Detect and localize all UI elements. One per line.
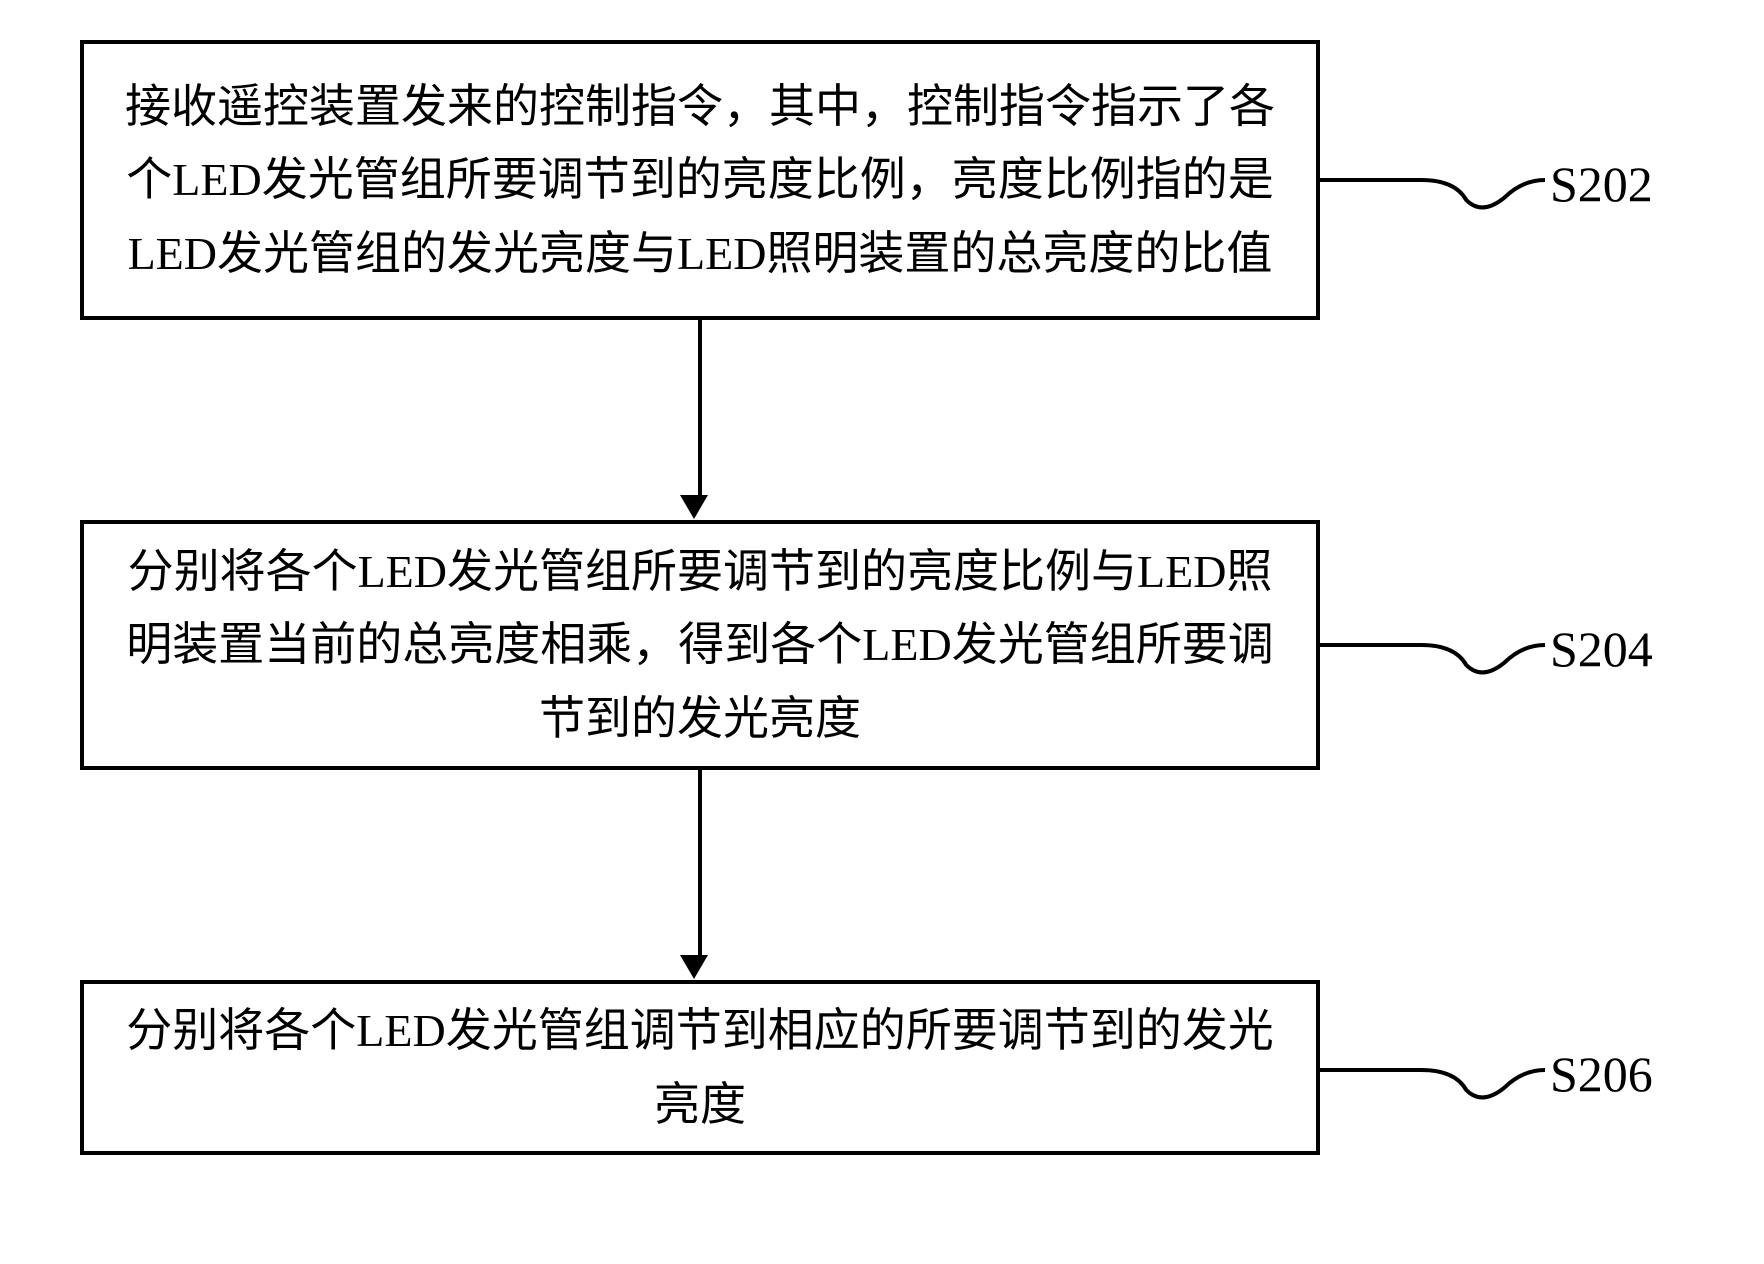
flowchart-container: 接收遥控装置发来的控制指令，其中，控制指令指示了各个LED发光管组所要调节到的亮… [0, 0, 1764, 1264]
connector-3 [1320, 1030, 1545, 1110]
flowchart-box-2: 分别将各个LED发光管组所要调节到的亮度比例与LED照明装置当前的总亮度相乘，得… [80, 520, 1320, 770]
box-1-text: 接收遥控装置发来的控制指令，其中，控制指令指示了各个LED发光管组所要调节到的亮… [124, 70, 1276, 291]
flowchart-box-3: 分别将各个LED发光管组调节到相应的所要调节到的发光亮度 [80, 980, 1320, 1155]
flowchart-box-1: 接收遥控装置发来的控制指令，其中，控制指令指示了各个LED发光管组所要调节到的亮… [80, 40, 1320, 320]
arrow-1 [692, 320, 708, 519]
arrow-1-line [698, 320, 702, 495]
connector-2 [1320, 605, 1545, 685]
arrow-1-head [680, 495, 708, 519]
box-3-text: 分别将各个LED发光管组调节到相应的所要调节到的发光亮度 [124, 994, 1276, 1141]
step-label-1: S202 [1550, 155, 1653, 213]
box-2-text: 分别将各个LED发光管组所要调节到的亮度比例与LED照明装置当前的总亮度相乘，得… [124, 535, 1276, 756]
arrow-2 [692, 770, 708, 979]
arrow-2-head [680, 955, 708, 979]
connector-1 [1320, 140, 1545, 220]
arrow-2-line [698, 770, 702, 955]
step-label-2: S204 [1550, 620, 1653, 678]
step-label-3: S206 [1550, 1045, 1653, 1103]
